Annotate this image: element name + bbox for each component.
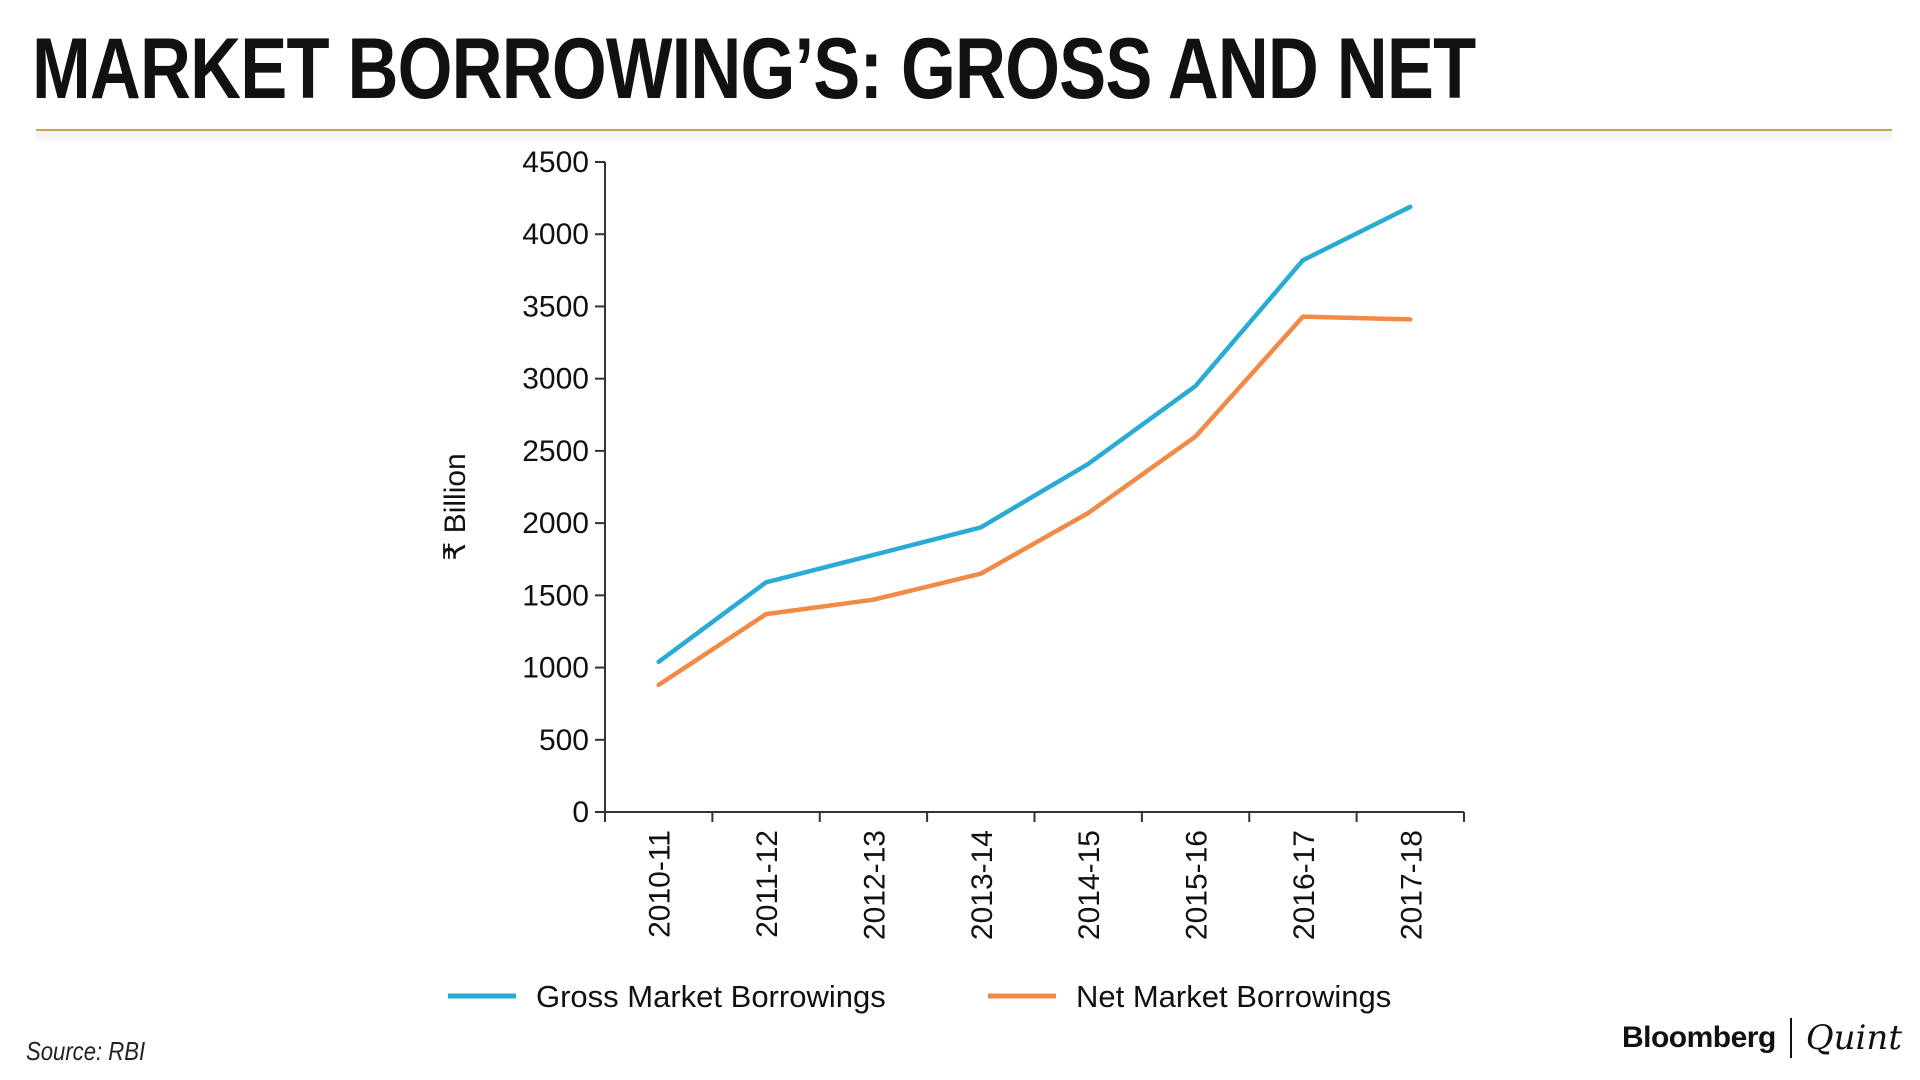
series-line-2 [656,314,1413,688]
y-tick-label: 3000 [522,363,589,396]
legend-label: Gross Market Borrowings [536,979,886,1014]
y-tick-label: 500 [539,724,589,757]
brand-logo: Bloomberg Quint [1622,1016,1902,1060]
x-tick-label: 2010-11 [644,830,677,938]
chart-axes [604,162,1464,813]
title-divider [36,129,1892,131]
x-tick-label: 2017-18 [1395,830,1428,940]
series-line-1 [656,204,1413,665]
brand-separator [1789,1018,1792,1058]
y-axis-label: ₹ Billion [439,453,472,560]
x-tick-label: 2014-15 [1073,830,1106,940]
page-title: MARKET BORROWING’S: GROSS AND NET [32,21,1476,117]
y-tick-label: 2500 [522,435,589,468]
x-tick-label: 2012-13 [858,830,891,940]
brand-primary: Bloomberg [1621,1021,1776,1054]
y-tick-label: 0 [572,796,589,829]
y-tick-label: 4000 [522,218,589,251]
x-tick-label: 2013-14 [966,830,999,940]
x-tick-label: 2011-12 [751,830,784,938]
y-tick-label: 1500 [522,579,589,612]
source-note: Source: RBI [26,1036,146,1066]
title-divider-shadow [36,131,1892,145]
chart-series [656,204,1413,688]
x-axis-ticks: 2010-11 2011-12 2012-13 2013-14 2014-15 2015-… [604,812,1465,940]
x-tick-label: 2016-17 [1288,830,1321,940]
y-tick-label: 2000 [522,507,589,540]
y-tick-label: 1000 [522,652,589,685]
y-tick-label: 3500 [522,290,589,323]
brand-secondary: Quint [1805,1018,1902,1058]
legend-label: Net Market Borrowings [1076,979,1391,1014]
chart-legend: Gross Market Borrowings Net Market Borrow… [448,979,1391,1014]
y-tick-label: 4500 [522,146,589,179]
y-axis-ticks: 0 500 1000 1500 2000 2500 3000 3500 4000 4500 [522,146,605,829]
x-tick-label: 2015-16 [1181,830,1214,940]
